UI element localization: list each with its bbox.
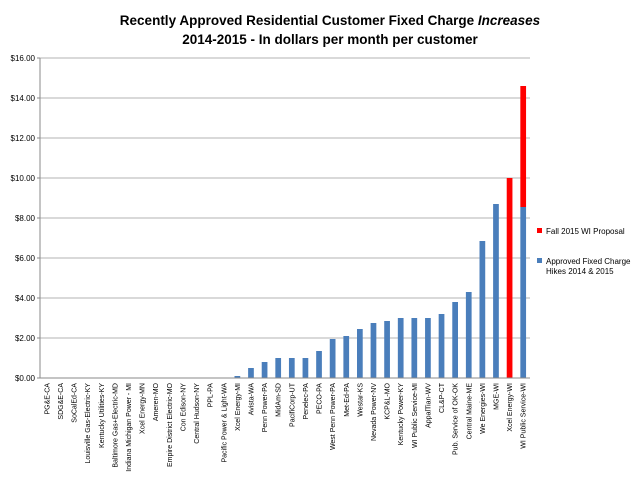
category-label: We Energies-WI	[480, 383, 487, 434]
category-label: PECO-PA	[317, 383, 324, 414]
category-label: AppalTian-WV	[425, 383, 432, 428]
category-label: PPL-PA	[208, 383, 215, 408]
category-label: Penn Power-PA	[262, 383, 269, 433]
bar	[397, 318, 404, 378]
chart-title-line-2: 2014-2015 - In dollars per month per cus…	[182, 32, 478, 47]
category-label: Xcel Energy-MI	[235, 383, 242, 431]
category-label: Penelec-PA	[303, 383, 310, 420]
category-label: Ameren-MO	[153, 382, 160, 421]
bar	[520, 86, 527, 207]
category-label: Xcel Energy-MN	[140, 383, 147, 434]
bar	[452, 302, 458, 378]
bar	[275, 358, 282, 378]
category-label: SoCalEd-CA	[72, 383, 79, 423]
y-tick-label: $8.00	[15, 214, 36, 223]
category-label: Kentucky Utilities-KY	[99, 383, 106, 448]
bar	[465, 292, 472, 378]
y-tick-label: $12.00	[11, 134, 36, 143]
category-label: Central Maine-ME	[466, 383, 473, 440]
bar	[248, 368, 254, 378]
category-label: Baltimore Gas+Electric-MD	[112, 383, 119, 468]
legend-label: Approved Fixed Charge	[546, 257, 631, 266]
category-label: Met-Ed-PA	[344, 383, 351, 417]
category-label: CL&P-CT	[439, 382, 446, 413]
bar	[370, 323, 377, 378]
legend-label: Fall 2015 WI Proposal	[546, 227, 625, 236]
bars	[234, 86, 527, 378]
y-tick-label: $16.00	[11, 54, 36, 63]
bar	[329, 339, 336, 378]
legend-label: Hikes 2014 & 2015	[546, 267, 614, 276]
bar	[520, 207, 527, 378]
category-label: PacifiCorp-UT	[289, 382, 296, 427]
category-label: MidAm-SD	[276, 383, 283, 417]
category-label: SDG&E-CA	[58, 383, 65, 420]
bar	[411, 318, 418, 378]
bar	[234, 376, 241, 378]
y-tick-label: $4.00	[15, 294, 36, 303]
bar	[316, 351, 322, 378]
category-label: WI Public Service-WI	[521, 383, 528, 449]
category-label: Westar-KS	[357, 383, 364, 417]
category-label: Kentucky Power-KY	[398, 383, 405, 446]
bar	[425, 318, 431, 378]
category-label: Con Edison-NY	[180, 383, 187, 432]
y-tick-label: $6.00	[15, 254, 36, 263]
category-labels: PG&E-CA SDG&E-CA SoCalEd-CA Louisville Gas-…	[44, 382, 527, 471]
category-label: West Penn Power-PA	[330, 383, 337, 450]
y-tick-labels: $0.00 $2.00 $4.00 $6.00 $8.00 $10.00 $12.00 $14…	[11, 54, 36, 383]
bar	[302, 358, 309, 378]
category-label: MGE-WI	[493, 383, 500, 410]
legend: Fall 2015 WI Proposal Approved Fixed Char…	[537, 227, 631, 276]
bar	[357, 329, 363, 378]
y-tick-label: $0.00	[15, 374, 36, 383]
bar	[343, 336, 350, 378]
bar	[438, 314, 445, 378]
y-tick-label: $14.00	[11, 94, 36, 103]
bar	[288, 358, 295, 378]
category-label: Central Hudson-NY	[194, 383, 201, 444]
legend-swatch	[537, 228, 542, 233]
y-tick-label: $10.00	[11, 174, 36, 183]
bar	[384, 321, 390, 378]
bar	[493, 204, 499, 378]
category-label: KCP&L-MO	[385, 382, 392, 419]
category-label: Pacific Power & Light-WA	[221, 383, 228, 463]
bar	[479, 241, 486, 378]
category-label: Avista-WA	[248, 383, 255, 416]
category-label: Indiana Michigan Power - MI	[126, 383, 133, 472]
category-label: PG&E-CA	[44, 383, 51, 415]
category-label: WI Public Service-MI	[412, 383, 419, 448]
chart-title-line-1: Recently Approved Residential Customer F…	[120, 13, 541, 28]
category-label: Pub. Service of OK-OK	[453, 383, 460, 455]
category-label: Nevada Power-NV	[371, 383, 378, 441]
bar	[261, 362, 268, 378]
legend-swatch	[537, 258, 542, 263]
category-label: Louisville Gas-Electric-KY	[85, 383, 92, 464]
gridlines	[37, 57, 530, 379]
bar	[506, 178, 513, 378]
category-label: Empire District Electric-MO	[167, 382, 174, 467]
y-tick-label: $2.00	[15, 334, 36, 343]
category-label: Xcel Energy-WI	[507, 383, 514, 432]
